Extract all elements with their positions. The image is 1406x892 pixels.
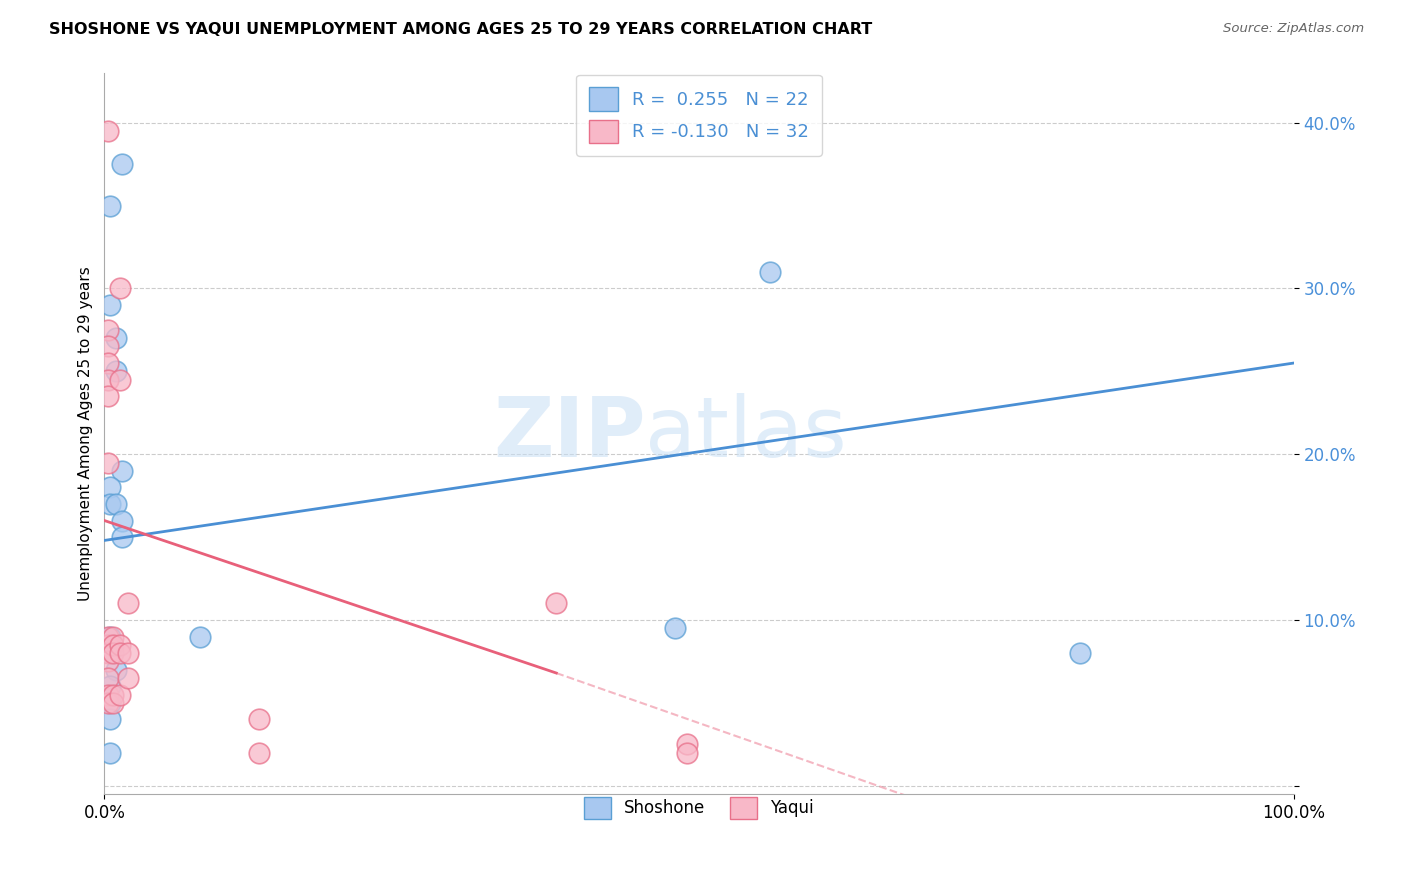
Point xyxy=(98,679,121,693)
Point xyxy=(97,124,120,138)
Point xyxy=(105,364,128,378)
Point xyxy=(105,497,128,511)
Point xyxy=(546,596,568,610)
Point xyxy=(117,596,139,610)
Point xyxy=(108,646,131,660)
Text: Source: ZipAtlas.com: Source: ZipAtlas.com xyxy=(1223,22,1364,36)
Point xyxy=(759,265,782,279)
Point xyxy=(98,630,121,644)
Point xyxy=(188,630,211,644)
Text: ZIP: ZIP xyxy=(494,393,645,474)
Point xyxy=(97,646,120,660)
Point xyxy=(111,464,134,478)
Point xyxy=(676,746,699,760)
Point xyxy=(101,696,124,710)
Point xyxy=(98,198,121,212)
Point xyxy=(101,638,124,652)
Point xyxy=(108,373,131,387)
Point xyxy=(97,356,120,370)
Point xyxy=(101,630,124,644)
Point xyxy=(97,389,120,403)
Point xyxy=(247,746,270,760)
Point xyxy=(117,671,139,685)
Point xyxy=(97,688,120,702)
Point xyxy=(98,497,121,511)
Point xyxy=(105,663,128,677)
Point xyxy=(108,281,131,295)
Y-axis label: Unemployment Among Ages 25 to 29 years: Unemployment Among Ages 25 to 29 years xyxy=(79,266,93,601)
Point xyxy=(97,339,120,353)
Point xyxy=(247,713,270,727)
Point xyxy=(98,646,121,660)
Point xyxy=(98,713,121,727)
Point xyxy=(98,746,121,760)
Point xyxy=(105,331,128,345)
Point xyxy=(676,737,699,751)
Point xyxy=(108,638,131,652)
Point xyxy=(98,696,121,710)
Point xyxy=(664,621,686,635)
Point xyxy=(117,646,139,660)
Point xyxy=(97,696,120,710)
Point xyxy=(111,157,134,171)
Point xyxy=(97,323,120,337)
Text: SHOSHONE VS YAQUI UNEMPLOYMENT AMONG AGES 25 TO 29 YEARS CORRELATION CHART: SHOSHONE VS YAQUI UNEMPLOYMENT AMONG AGE… xyxy=(49,22,873,37)
Point xyxy=(97,655,120,669)
Point xyxy=(101,688,124,702)
Point xyxy=(101,646,124,660)
Point xyxy=(97,373,120,387)
Text: atlas: atlas xyxy=(645,393,848,474)
Point xyxy=(98,480,121,494)
Point xyxy=(98,298,121,312)
Point xyxy=(97,638,120,652)
Point xyxy=(97,630,120,644)
Point xyxy=(111,514,134,528)
Point xyxy=(1069,646,1091,660)
Point xyxy=(97,671,120,685)
Point xyxy=(111,530,134,544)
Point xyxy=(97,456,120,470)
Legend: Shoshone, Yaqui: Shoshone, Yaqui xyxy=(578,790,821,825)
Point xyxy=(108,688,131,702)
